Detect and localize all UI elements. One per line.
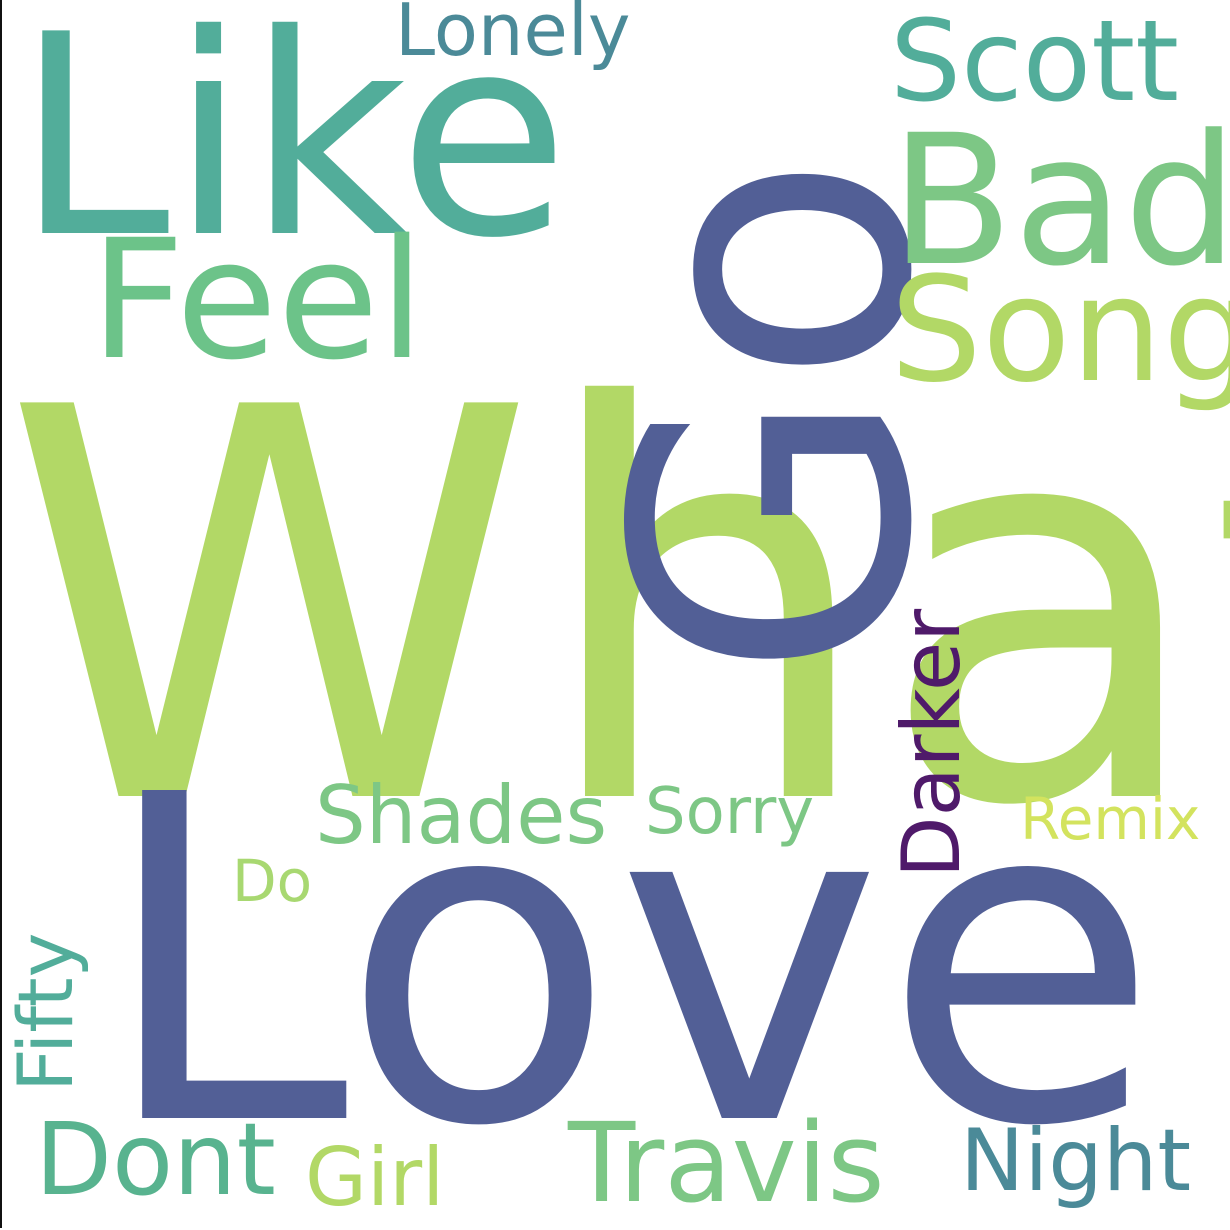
word-bad: Bad: [890, 97, 1230, 306]
word-dont: Dont: [35, 1101, 276, 1218]
word-song: Song: [890, 246, 1230, 415]
word-shades: Shades: [315, 769, 608, 862]
word-travis: Travis: [568, 1099, 885, 1227]
word-feel: Feel: [90, 204, 425, 396]
word-girl: Girl: [305, 1131, 445, 1224]
word-do: Do: [232, 847, 313, 915]
word-sorry: Sorry: [645, 775, 815, 849]
word-night: Night: [960, 1111, 1192, 1211]
word-remix: Remix: [1020, 785, 1201, 853]
word-love: Love: [98, 701, 1160, 1225]
word-darker: Darker: [885, 608, 978, 878]
word-like: Like: [15, 0, 570, 299]
word-what: What: [2, 296, 1230, 924]
word-lonely: Lonely: [395, 0, 631, 72]
word-fifty: Fifty: [1, 932, 90, 1093]
word-scott: Scott: [890, 0, 1180, 127]
